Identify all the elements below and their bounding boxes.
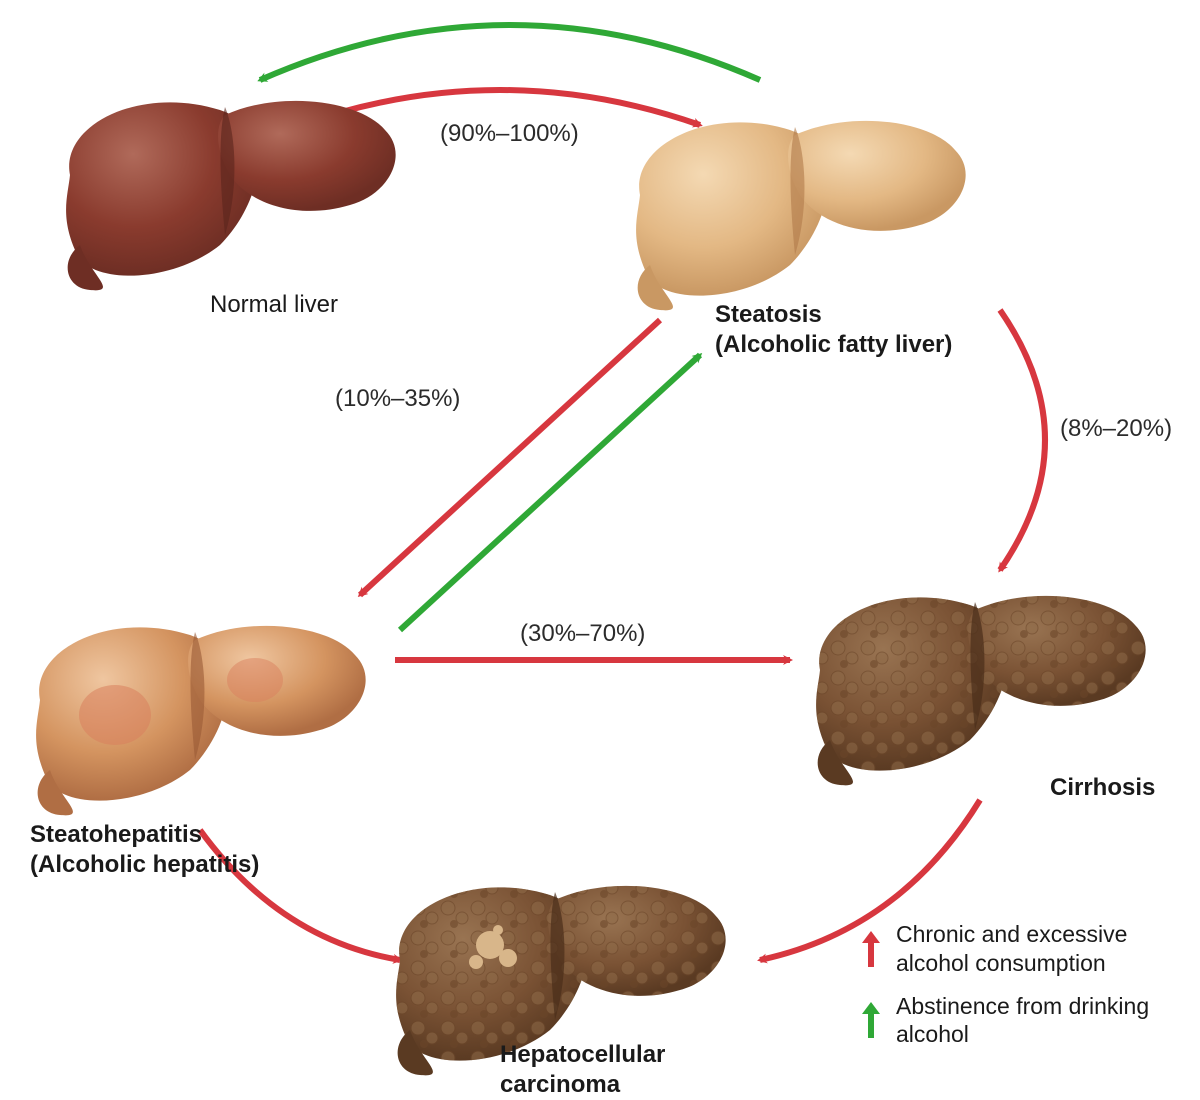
label-steatosis: Steatosis (Alcoholic fatty liver) xyxy=(715,300,952,360)
arrow-steatosis-to-steatohepatitis xyxy=(360,320,660,595)
node-normal-liver xyxy=(50,85,410,300)
arrow-steatosis-to-normal xyxy=(260,25,760,80)
node-steatosis xyxy=(620,105,980,320)
legend-text-green: Abstinence from drinking alcohol xyxy=(896,992,1176,1050)
liver-disease-progression-diagram: (90%–100%) (10%–35%) (8%–20%) (30%–70%) … xyxy=(0,0,1200,1093)
node-steatohepatitis xyxy=(20,610,380,825)
pct-steatosis-to-steatohepatitis: (10%–35%) xyxy=(335,385,460,413)
node-cirrhosis xyxy=(800,580,1160,795)
label-hcc: Hepatocellular carcinoma xyxy=(500,1040,665,1100)
label-steatohepatitis: Steatohepatitis (Alcoholic hepatitis) xyxy=(30,820,259,880)
legend-item-red: Chronic and excessive alcohol consumptio… xyxy=(860,920,1176,978)
pct-steatohepatitis-to-cirrhosis: (30%–70%) xyxy=(520,620,645,648)
pct-steatosis-to-cirrhosis: (8%–20%) xyxy=(1060,415,1172,443)
legend: Chronic and excessive alcohol consumptio… xyxy=(860,920,1176,1063)
pct-normal-to-steatosis: (90%–100%) xyxy=(440,120,579,148)
up-arrow-green-icon xyxy=(860,1000,882,1040)
legend-item-green: Abstinence from drinking alcohol xyxy=(860,992,1176,1050)
label-normal-liver: Normal liver xyxy=(210,290,338,320)
legend-text-red: Chronic and excessive alcohol consumptio… xyxy=(896,920,1176,978)
label-cirrhosis: Cirrhosis xyxy=(1050,773,1155,803)
up-arrow-red-icon xyxy=(860,929,882,969)
arrow-steatosis-to-cirrhosis xyxy=(1000,310,1045,570)
